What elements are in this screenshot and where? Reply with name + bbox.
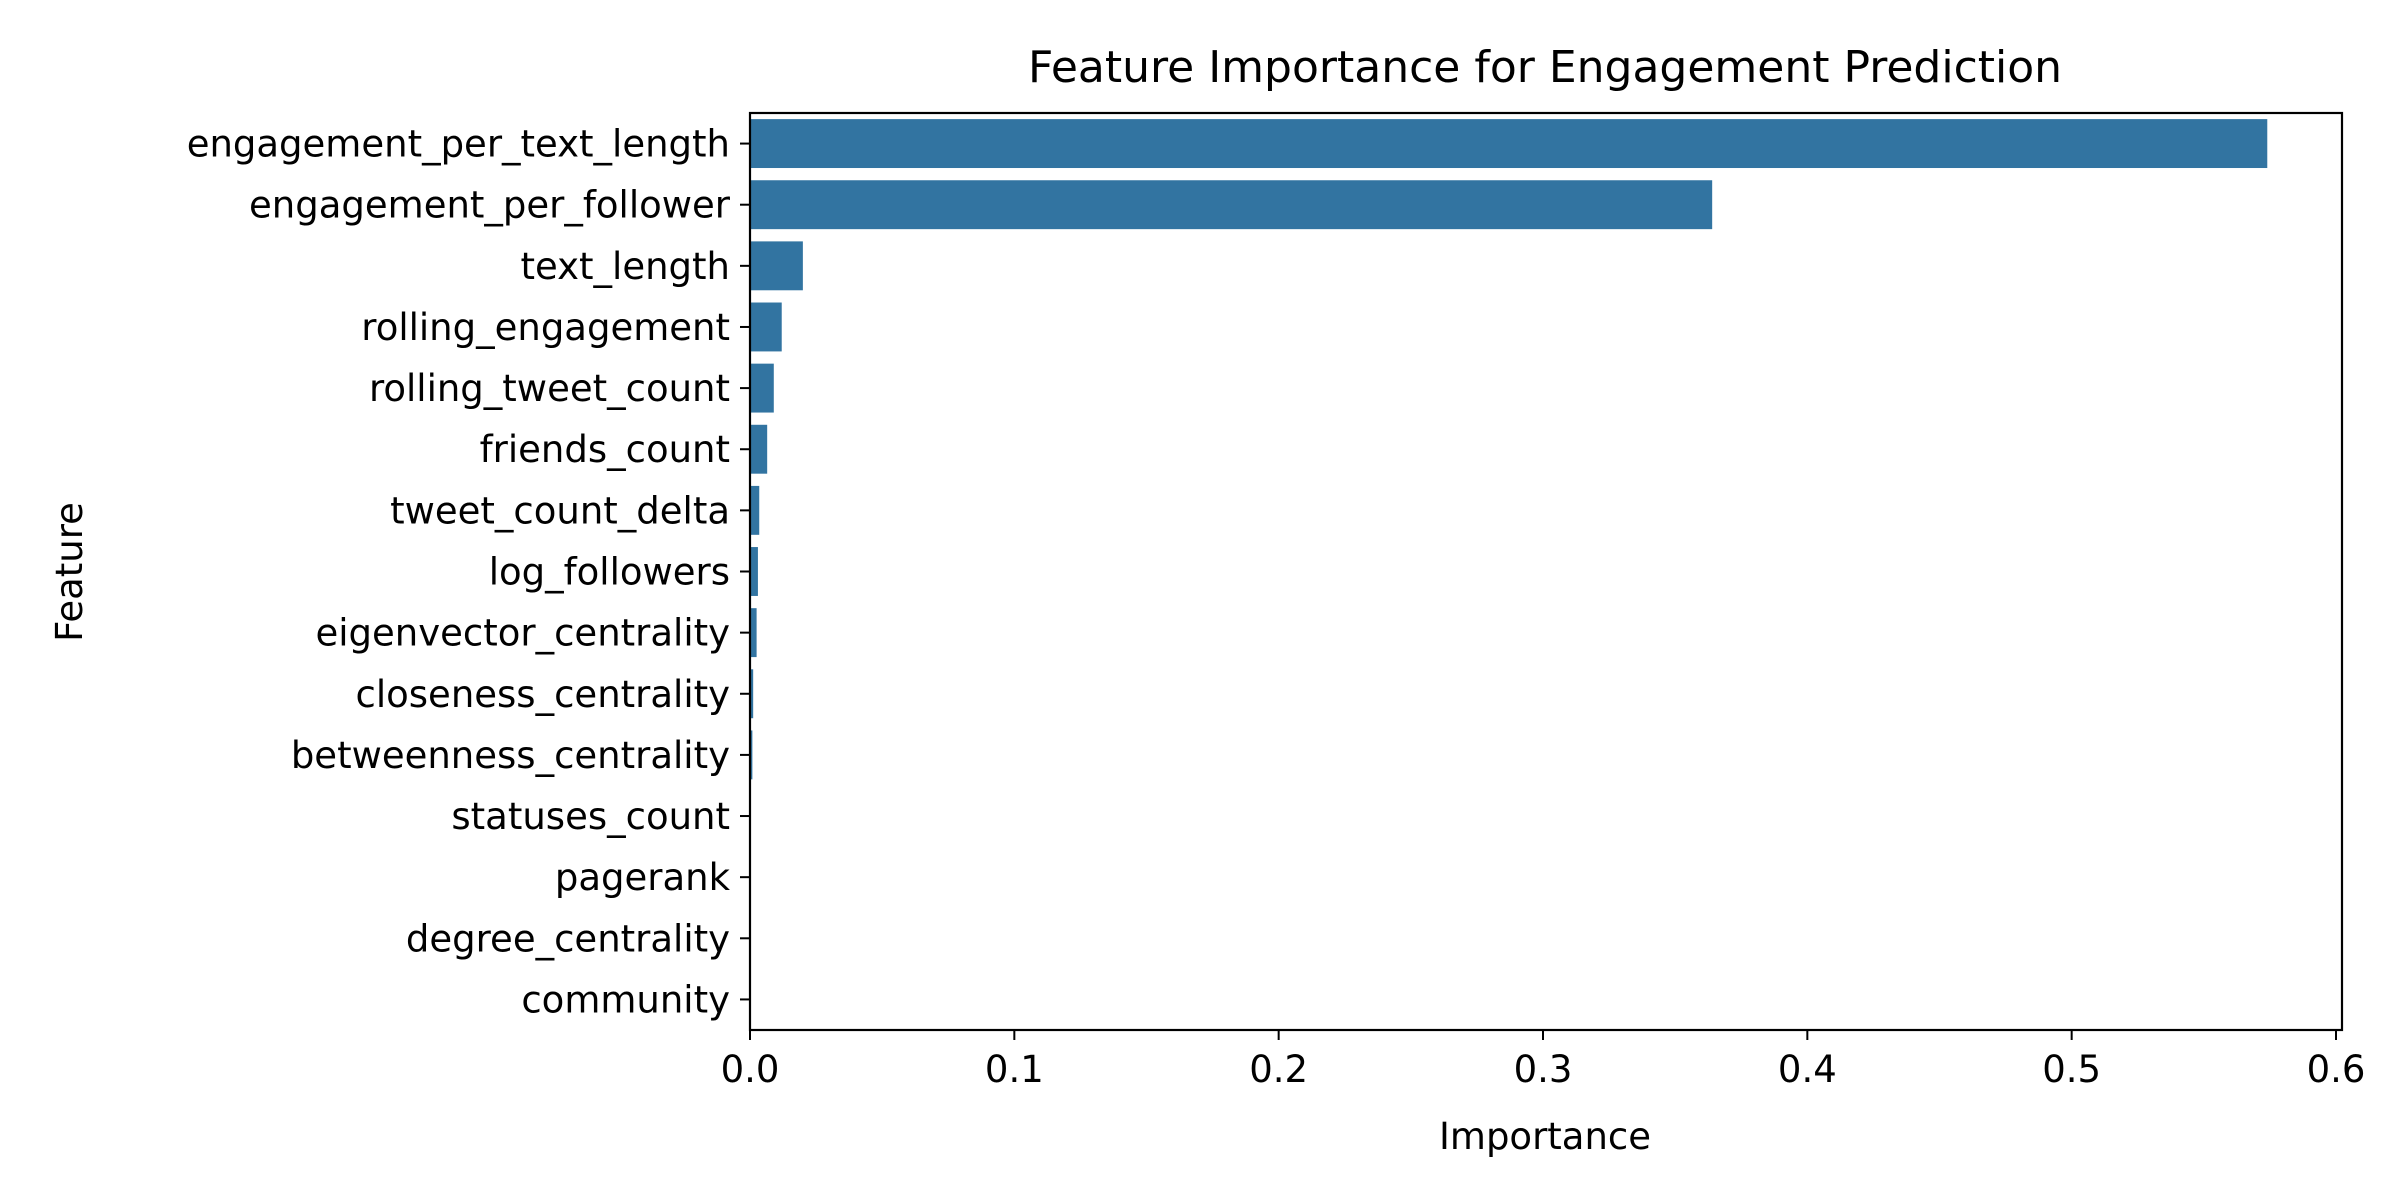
plot-frame bbox=[750, 113, 2342, 1030]
y-tick-label: eigenvector_centrality bbox=[315, 612, 730, 655]
bar-engagement_per_text_length bbox=[750, 119, 2267, 168]
x-tick-label: 0.4 bbox=[1778, 1048, 1837, 1091]
bar-rolling_tweet_count bbox=[750, 364, 774, 413]
x-tick-label: 0.3 bbox=[1514, 1048, 1573, 1091]
y-tick-label: log_followers bbox=[489, 551, 730, 594]
bar-friends_count bbox=[750, 425, 767, 474]
x-tick-label: 0.6 bbox=[2307, 1048, 2366, 1091]
y-axis-ticks: engagement_per_text_length engagement_per… bbox=[187, 123, 750, 1022]
y-tick-label: pagerank bbox=[555, 856, 731, 899]
y-tick-label: rolling_tweet_count bbox=[369, 367, 730, 410]
bar-log_followers bbox=[750, 547, 758, 596]
x-tick-label: 0.2 bbox=[1249, 1048, 1308, 1091]
y-tick-label: community bbox=[521, 978, 730, 1021]
bar-tweet_count_delta bbox=[750, 486, 759, 535]
bars bbox=[750, 119, 2267, 963]
y-tick-label: rolling_engagement bbox=[361, 306, 730, 349]
y-tick-label: text_length bbox=[521, 245, 730, 288]
y-tick-label: engagement_per_follower bbox=[249, 184, 731, 227]
y-tick-label: friends_count bbox=[480, 428, 730, 471]
x-axis-ticks: 0.0 0.1 0.2 0.3 0.4 0.5 0.6 bbox=[721, 1030, 2366, 1091]
bar-engagement_per_follower bbox=[750, 180, 1712, 229]
y-tick-label: tweet_count_delta bbox=[390, 489, 730, 532]
y-tick-label: engagement_per_text_length bbox=[187, 123, 730, 166]
x-tick-label: 0.1 bbox=[985, 1048, 1044, 1091]
y-tick-label: degree_centrality bbox=[406, 917, 730, 960]
y-tick-label: closeness_centrality bbox=[356, 673, 730, 716]
bar-text_length bbox=[750, 241, 803, 290]
x-tick-label: 0.0 bbox=[721, 1048, 780, 1091]
bar-rolling_engagement bbox=[750, 303, 782, 352]
y-tick-label: betweenness_centrality bbox=[291, 734, 730, 777]
chart-title: Feature Importance for Engagement Predic… bbox=[1028, 42, 2062, 93]
y-axis-label: Feature bbox=[48, 502, 91, 642]
x-tick-label: 0.5 bbox=[2042, 1048, 2101, 1091]
y-tick-label: statuses_count bbox=[451, 795, 730, 838]
x-axis-label: Importance bbox=[1439, 1115, 1651, 1158]
